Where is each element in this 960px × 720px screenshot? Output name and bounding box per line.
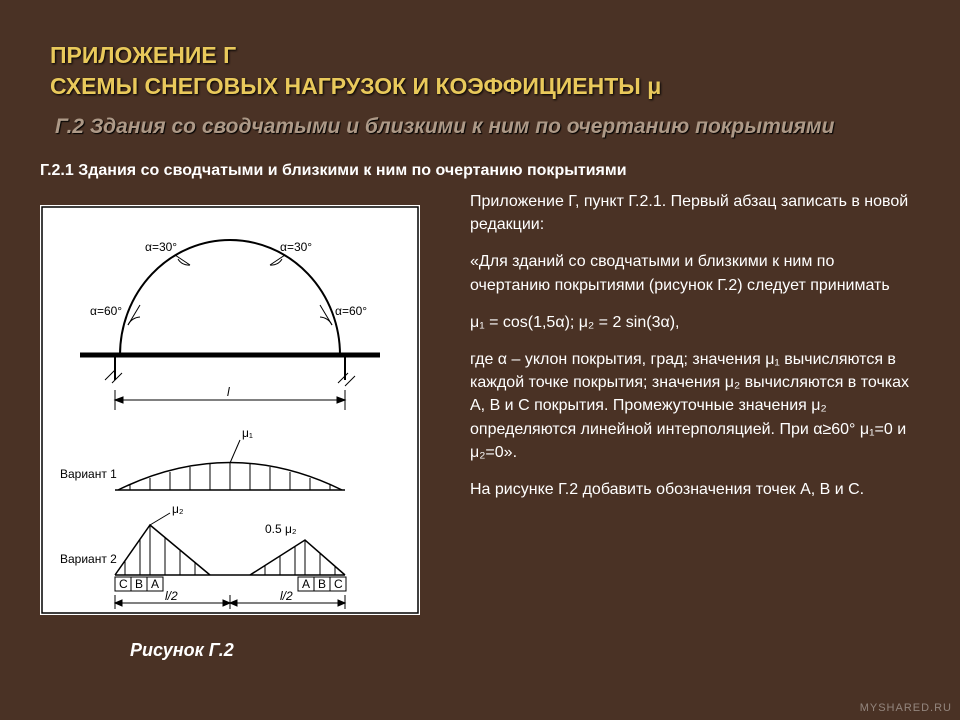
label-mu1: μ₁ xyxy=(242,426,253,440)
label-point-b1: B xyxy=(135,577,143,591)
body-p1: Приложение Г, пункт Г.2.1. Первый абзац … xyxy=(470,190,910,236)
body-p2: «Для зданий со сводчатыми и близкими к н… xyxy=(470,250,910,296)
label-point-b2: B xyxy=(318,577,326,591)
label-point-a2: A xyxy=(302,577,310,591)
label-point-c1: C xyxy=(119,577,128,591)
heading-line1: ПРИЛОЖЕНИЕ Г xyxy=(50,42,236,68)
heading-line2: СХЕМЫ СНЕГОВЫХ НАГРУЗОК И КОЭФФИЦИЕНТЫ μ xyxy=(50,73,661,99)
label-angle30-left: α=30° xyxy=(145,240,177,254)
watermark: MYSHARED.RU xyxy=(860,702,952,714)
label-point-a1: A xyxy=(151,577,159,591)
diagram-figure: α=30° α=30° α=60° α=60° l Вариант 1 xyxy=(40,205,420,615)
body-text: Приложение Г, пункт Г.2.1. Первый абзац … xyxy=(470,190,910,515)
label-mu2: μ₂ xyxy=(172,502,184,516)
label-variant2: Вариант 2 xyxy=(60,552,117,566)
figure-caption: Рисунок Г.2 xyxy=(130,640,234,661)
section-title: Г.2.1 Здания со сводчатыми и близкими к … xyxy=(40,160,627,182)
label-angle60-right: α=60° xyxy=(335,304,367,318)
label-half-mu2: 0.5 μ₂ xyxy=(265,522,297,536)
label-point-c2: C xyxy=(334,577,343,591)
body-p4: где α – уклон покрытия, град; значения μ… xyxy=(470,348,910,464)
label-variant1: Вариант 1 xyxy=(60,467,117,481)
page-heading: ПРИЛОЖЕНИЕ Г СХЕМЫ СНЕГОВЫХ НАГРУЗОК И К… xyxy=(50,40,661,102)
label-half-span-1: l/2 xyxy=(165,589,178,603)
page-subheading: Г.2 Здания со сводчатыми и близкими к ни… xyxy=(55,115,834,139)
label-angle60-left: α=60° xyxy=(90,304,122,318)
body-p5: На рисунке Г.2 добавить обозначения точе… xyxy=(470,478,910,501)
body-p3: μ₁ = cos(1,5α); μ₂ = 2 sin(3α), xyxy=(470,311,910,334)
label-half-span-2: l/2 xyxy=(280,589,293,603)
label-angle30-right: α=30° xyxy=(280,240,312,254)
label-span: l xyxy=(227,385,230,399)
